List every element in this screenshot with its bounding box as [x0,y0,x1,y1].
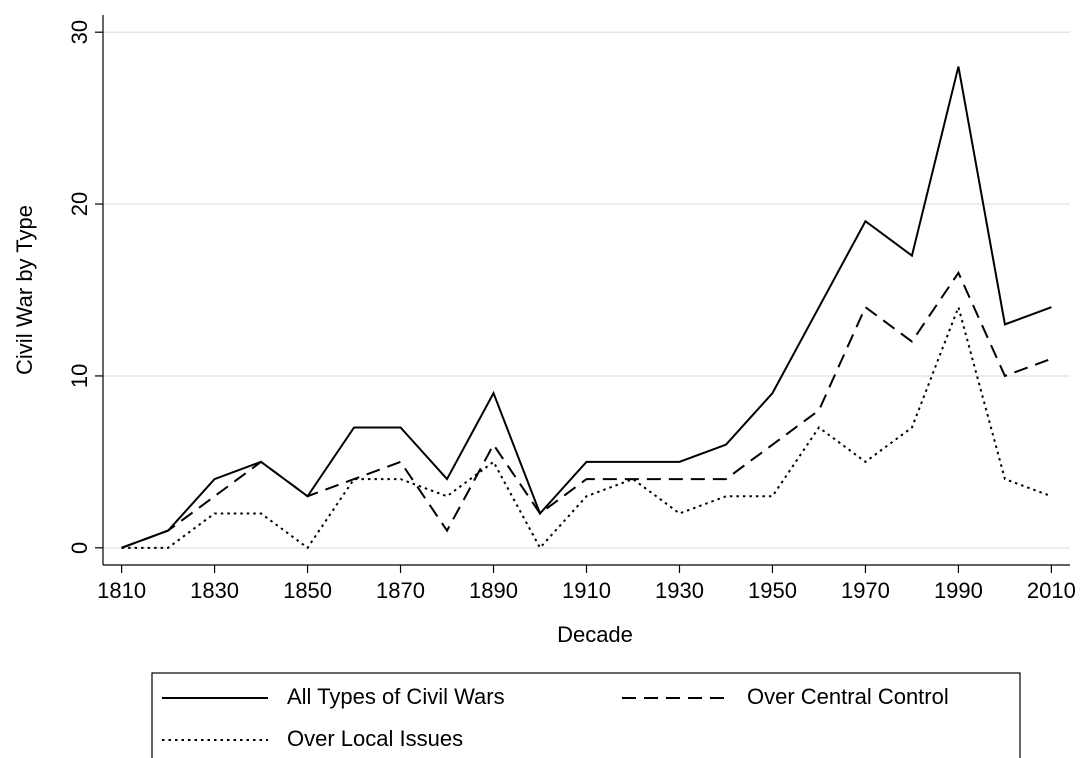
x-tick-label: 1970 [841,578,890,603]
y-axis-label: Civil War by Type [12,205,37,375]
x-tick-label: 1810 [97,578,146,603]
line-series [121,66,1052,549]
x-tick-label: 1990 [934,578,983,603]
x-tick-label: 1890 [469,578,518,603]
x-tick-label: 2010 [1027,578,1076,603]
x-tick-label: 1950 [748,578,797,603]
legend-label: All Types of Civil Wars [287,684,505,709]
x-tick-label: 1870 [376,578,425,603]
x-axis-label: Decade [557,622,633,647]
x-tick-label: 1850 [283,578,332,603]
x-tick-label: 1830 [190,578,239,603]
legend-label: Over Local Issues [287,726,463,751]
x-tick-label: 1930 [655,578,704,603]
y-tick-label: 0 [67,542,92,554]
y-tick-label: 10 [67,364,92,388]
y-tick-label: 20 [67,192,92,216]
legend-box [151,672,1021,758]
x-tick-label: 1910 [562,578,611,603]
y-tick-label: 30 [67,20,92,44]
legend-label: Over Central Control [747,684,949,709]
line-series [121,270,1052,549]
line-series [121,303,1052,550]
